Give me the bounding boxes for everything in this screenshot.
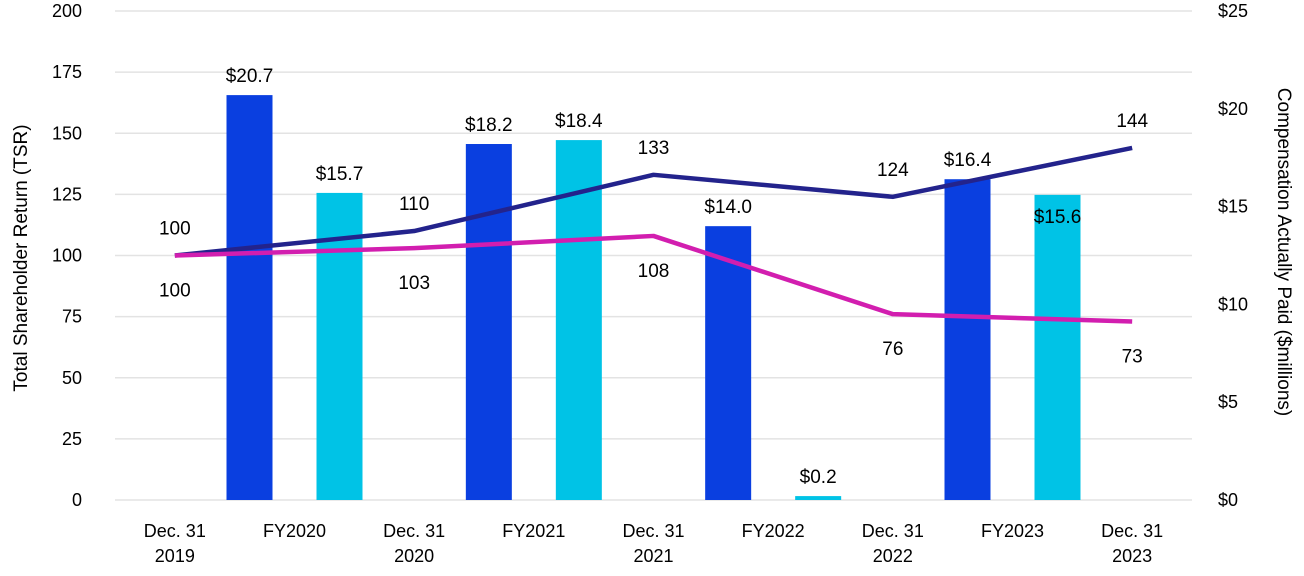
x-tick-label: FY2023: [981, 521, 1044, 541]
right-tick-label: $5: [1218, 392, 1238, 412]
left-axis-title: Total Shareholder Return (TSR): [11, 124, 32, 391]
line-value-label: 103: [398, 273, 430, 294]
left-tick-label: 50: [62, 368, 82, 388]
bar-value-label: $18.4: [555, 111, 603, 132]
bar-value-label: $18.2: [465, 115, 513, 136]
x-tick-label: Dec. 31 2019: [144, 521, 206, 566]
bar-value-label: $16.4: [944, 150, 992, 171]
left-tick-label: 175: [52, 62, 82, 82]
x-tick-label: Dec. 31 2020: [383, 521, 445, 566]
line-value-label: 110: [399, 194, 429, 215]
left-tick-label: 200: [52, 1, 82, 21]
bar: [555, 140, 602, 500]
x-tick-label: Dec. 31 2023: [1101, 521, 1163, 566]
x-tick-label: Dec. 31 2022: [862, 521, 924, 566]
bar: [795, 496, 842, 500]
x-tick-label: FY2020: [263, 521, 326, 541]
bar-value-label: $15.7: [316, 164, 364, 185]
right-tick-label: $20: [1218, 99, 1248, 119]
line-value-label: 144: [1116, 111, 1148, 132]
x-tick-label: Dec. 31 2021: [622, 521, 684, 566]
line-value-label: 76: [882, 339, 903, 360]
series-line: [174, 145, 1133, 258]
bars: [226, 95, 1081, 500]
line-value-label: 108: [638, 261, 670, 282]
right-tick-label: $15: [1218, 197, 1248, 217]
right-axis-title: Compensation Actually Paid ($millions): [1273, 88, 1294, 416]
lines: [174, 145, 1133, 324]
bar: [705, 226, 752, 500]
bar: [944, 179, 991, 500]
line-value-label: 124: [877, 160, 909, 181]
bar-value-label: $0.2: [800, 467, 837, 488]
bar-value-label: $20.7: [226, 66, 274, 87]
left-tick-label: 125: [52, 184, 82, 204]
series-line: [174, 233, 1133, 324]
bar: [465, 144, 512, 500]
line-value-label: 73: [1122, 347, 1143, 368]
left-tick-label: 25: [62, 429, 82, 449]
bar: [226, 95, 273, 500]
axes: 0 25 50 75 100 125 150 175 200 $0 $5 $10 $15 $20 $25 De…: [52, 1, 1248, 566]
bar: [316, 192, 363, 500]
line-value-label: 133: [638, 138, 670, 159]
bar: [1034, 194, 1081, 500]
left-tick-label: 0: [72, 490, 82, 510]
left-tick-label: 100: [52, 246, 82, 266]
right-tick-label: $25: [1218, 1, 1248, 21]
left-tick-label: 150: [52, 123, 82, 143]
line-value-label: 100: [159, 281, 191, 302]
gridlines: [115, 10, 1192, 501]
right-tick-label: $10: [1218, 294, 1248, 314]
line-value-label: 100: [159, 219, 191, 240]
bar-value-label: $14.0: [704, 197, 752, 218]
bar-value-label: $15.6: [1034, 207, 1082, 228]
right-tick-label: $0: [1218, 490, 1238, 510]
x-tick-label: FY2021: [502, 521, 565, 541]
data-labels: $20.7 $18.2 $14.0 $16.4 $15.7 $18.4 $0.2 $15.6 1…: [159, 66, 1148, 488]
x-tick-label: FY2022: [742, 521, 805, 541]
left-tick-label: 75: [62, 307, 82, 327]
